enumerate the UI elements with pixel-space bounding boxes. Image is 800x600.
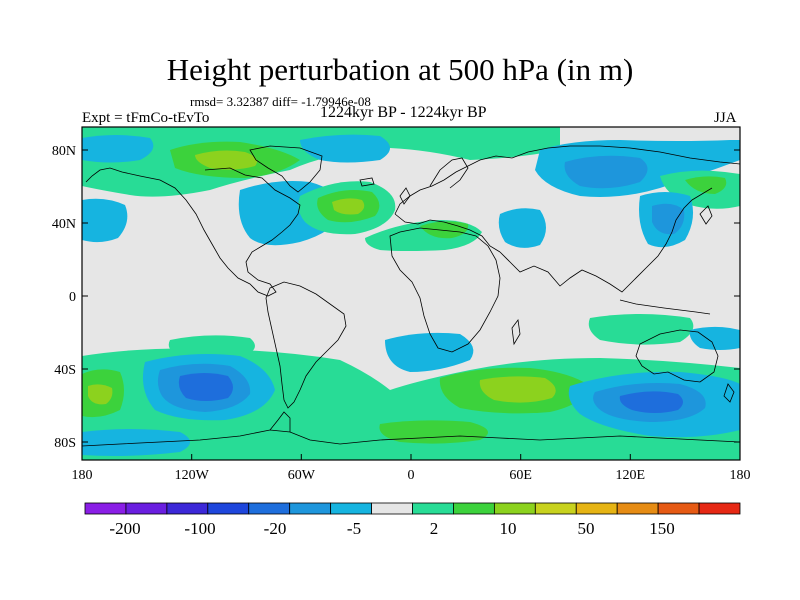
coastline-africa [389, 227, 501, 353]
colorbar-box [657, 502, 700, 515]
lon-label-180e: 180 [730, 468, 751, 483]
contour-south-atlantic-yellow [479, 376, 556, 403]
lon-label-120w: 120W [175, 468, 210, 483]
colorbar-box [330, 502, 372, 515]
experiment-label: Expt = tFmCo-tEvTo [82, 110, 210, 126]
colorbar-label: -20 [264, 519, 287, 538]
lat-label-40s: 40S [54, 363, 76, 378]
colorbar-box [125, 502, 168, 515]
colorbar-box [371, 502, 413, 515]
contour-indian-ocean-green [588, 314, 694, 345]
coastline-scandinavia [429, 157, 469, 189]
lon-label-120e: 120E [616, 468, 646, 483]
contour-east-indian-cyan [689, 326, 740, 350]
contour-pacific-cyan-mid [82, 198, 128, 243]
coastline-north-america [85, 167, 301, 297]
lat-label-40n: 40N [52, 217, 76, 232]
period-label: 1224kyr BP - 1224kyr BP [320, 104, 487, 121]
colorbar-box [289, 502, 332, 515]
colorbar-box [616, 502, 659, 515]
contour-atlantic-yellow [332, 198, 365, 215]
colorbar-label: 150 [649, 519, 675, 538]
coastline-europe [394, 145, 740, 215]
colorbar-box [493, 502, 536, 515]
lat-labels: 80N 40N 0 40S 80S [52, 144, 76, 451]
contour-siberia-blue [564, 155, 648, 189]
contour-antarctic-cyan [82, 429, 190, 456]
contour-arctic-cyan [300, 134, 390, 163]
coastlines [82, 145, 740, 447]
colorbar-box [412, 502, 454, 515]
colorbar-box [698, 502, 741, 515]
coastline-antarctica [82, 429, 740, 447]
lat-label-0: 0 [69, 290, 76, 305]
contour-southern-pacific-dark-blue [178, 373, 233, 401]
colorbar-box [84, 502, 127, 515]
contour-greenland-yellow [195, 150, 258, 170]
colorbar-box [453, 502, 495, 515]
lon-label-60w: 60W [288, 468, 316, 483]
colorbar-box [207, 502, 250, 515]
map-panel: 80N 40N 0 40S 80S 180 120W 60W 0 60E 120… [52, 126, 751, 483]
colorbar-label: 10 [500, 519, 517, 538]
coastline-indonesia [619, 299, 711, 315]
lat-ticks [82, 149, 740, 443]
contour-south-atlantic-cyan [385, 332, 474, 372]
coastline-australia [635, 329, 719, 383]
colorbar: -200 -100 -20 -5 2 10 50 150 [84, 502, 741, 538]
lat-label-80s: 80S [54, 436, 76, 451]
contour-north-pacific-cyan-left [82, 135, 154, 163]
coastline-greenland [249, 145, 323, 193]
contour-fields [82, 127, 740, 460]
coastline-south-america [265, 281, 347, 409]
contour-pacific-sw-yellow [88, 384, 113, 405]
map-title: Height perturbation at 500 hPa (in m) [166, 52, 634, 87]
colorbar-label: 2 [430, 519, 439, 538]
coastline-europe-south [394, 213, 501, 253]
coastline-iceland [359, 177, 375, 187]
colorbar-label: -100 [184, 519, 215, 538]
contour-south-indian-dark-blue [619, 391, 683, 413]
colorbar-label: -200 [109, 519, 140, 538]
colorbar-box [534, 502, 577, 515]
lon-ticks [81, 454, 741, 460]
lon-labels: 180 120W 60W 0 60E 120E 180 [72, 468, 751, 483]
colorbar-box [166, 502, 209, 515]
coastline-new-zealand [723, 383, 735, 403]
contour-east-asia-blue [652, 203, 685, 235]
stats-text: rmsd= 3.32387 diff= -1.79946e-08 [190, 94, 371, 109]
contour-asia-cyan [498, 208, 546, 248]
colorbar-box [575, 502, 618, 515]
coastline-uk [399, 187, 411, 205]
contour-kamchatka-green-dark [685, 176, 727, 194]
colorbar-label: 50 [578, 519, 595, 538]
colorbar-boxes [84, 502, 741, 515]
lon-label-180w: 180 [72, 468, 93, 483]
contour-antarctic-green-dark [379, 420, 488, 444]
coastline-antarctic-peninsula [269, 411, 291, 432]
lon-label-60e: 60E [509, 468, 532, 483]
season-label: JJA [714, 110, 737, 126]
lon-label-0: 0 [408, 468, 415, 483]
coastline-asia-south [499, 187, 713, 293]
coastline-japan [699, 205, 713, 225]
colorbar-box [248, 502, 291, 515]
colorbar-labels: -200 -100 -20 -5 2 10 50 150 [109, 519, 674, 538]
lat-label-80n: 80N [52, 144, 76, 159]
coastline-madagascar [511, 318, 521, 346]
colorbar-label: -5 [347, 519, 361, 538]
